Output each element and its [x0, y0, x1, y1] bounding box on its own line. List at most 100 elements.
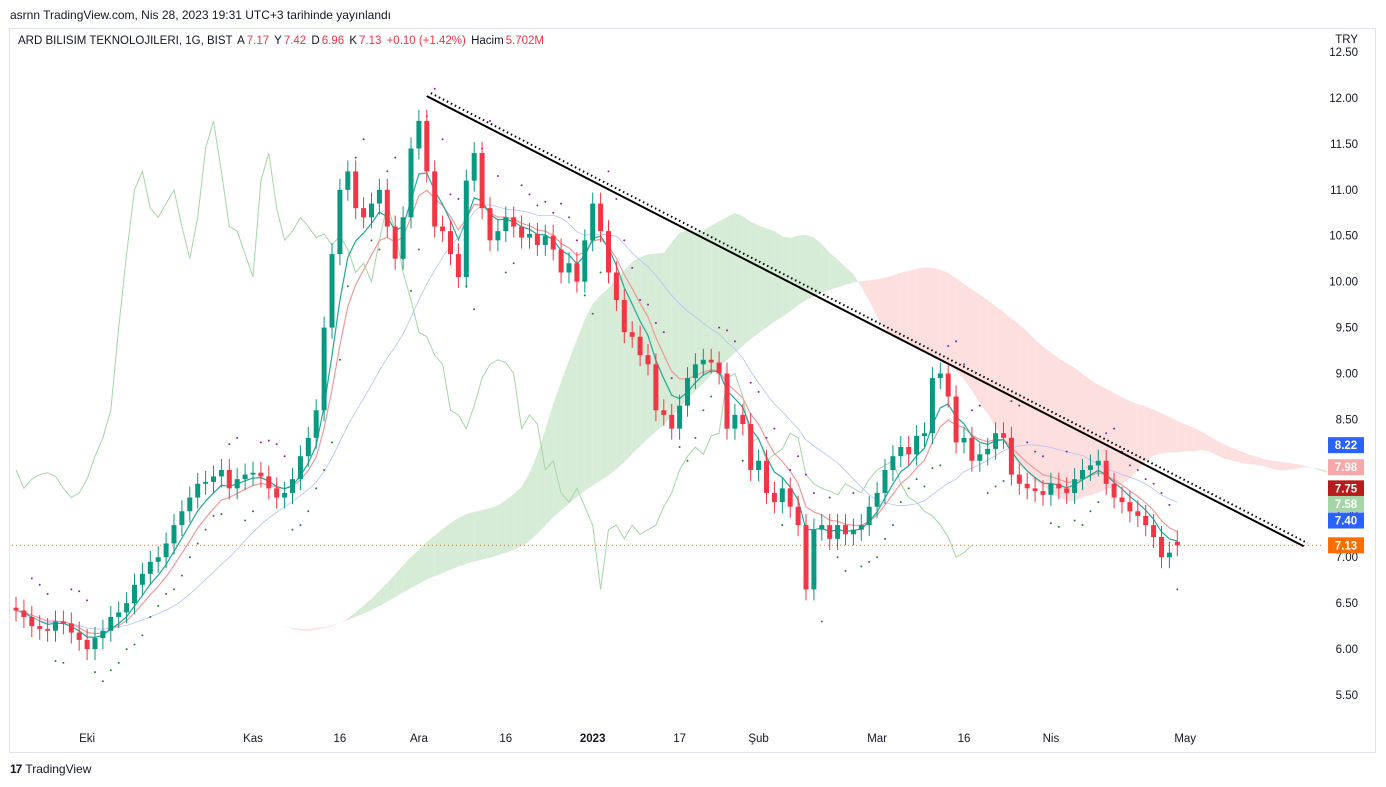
candle-body[interactable]: [290, 479, 295, 493]
trendline[interactable]: [426, 95, 1305, 548]
candle-body[interactable]: [850, 529, 856, 535]
candle-body[interactable]: [384, 189, 390, 227]
candle-body[interactable]: [448, 231, 453, 255]
candle-body[interactable]: [1143, 515, 1149, 526]
candle-body[interactable]: [1072, 479, 1078, 493]
candle-body[interactable]: [566, 263, 572, 273]
candle-body[interactable]: [1174, 541, 1180, 546]
candle-body[interactable]: [874, 492, 880, 507]
candle-body[interactable]: [218, 469, 224, 477]
candle-body[interactable]: [993, 433, 999, 449]
candle-body[interactable]: [1119, 497, 1125, 503]
candle-body[interactable]: [329, 254, 335, 328]
candle-body[interactable]: [400, 217, 406, 259]
candle-body[interactable]: [985, 448, 991, 455]
candle-body[interactable]: [179, 511, 185, 526]
candle-body[interactable]: [858, 525, 864, 530]
candle-body[interactable]: [21, 610, 27, 617]
candle-body[interactable]: [574, 263, 580, 282]
candle-body[interactable]: [922, 433, 927, 436]
candle-body[interactable]: [1087, 465, 1093, 470]
candle-body[interactable]: [843, 525, 848, 535]
candle-body[interactable]: [898, 447, 904, 457]
candle-body[interactable]: [408, 148, 414, 218]
candle-body[interactable]: [471, 153, 477, 181]
candle-body[interactable]: [732, 414, 738, 429]
candle-body[interactable]: [313, 410, 319, 438]
candle-body[interactable]: [914, 435, 920, 455]
candle-body[interactable]: [139, 573, 145, 585]
candle-body[interactable]: [637, 336, 643, 356]
candle-body[interactable]: [550, 235, 556, 250]
candle-body[interactable]: [242, 474, 248, 480]
candle-body[interactable]: [827, 525, 833, 539]
candle-body[interactable]: [147, 561, 153, 574]
candle-body[interactable]: [45, 628, 51, 631]
candle-body[interactable]: [645, 355, 651, 365]
candle-body[interactable]: [503, 217, 509, 232]
candle-body[interactable]: [1048, 483, 1054, 495]
candle-body[interactable]: [961, 437, 967, 443]
candle-body[interactable]: [37, 626, 43, 629]
candle-body[interactable]: [977, 454, 983, 461]
candle-body[interactable]: [606, 231, 611, 273]
candle-body[interactable]: [787, 488, 793, 507]
candle-body[interactable]: [1032, 488, 1038, 492]
candle-body[interactable]: [108, 616, 114, 631]
candle-body[interactable]: [416, 120, 422, 149]
candle-body[interactable]: [13, 607, 19, 611]
candle-body[interactable]: [1151, 525, 1157, 538]
candle-body[interactable]: [53, 621, 58, 631]
candle-body[interactable]: [321, 327, 327, 411]
candle-body[interactable]: [432, 171, 438, 227]
candle-body[interactable]: [669, 414, 675, 429]
candle-body[interactable]: [1016, 474, 1022, 484]
candle-body[interactable]: [716, 362, 722, 374]
candle-body[interactable]: [692, 364, 698, 379]
candle-body[interactable]: [463, 180, 469, 278]
candle-body[interactable]: [1135, 511, 1141, 516]
candle-body[interactable]: [653, 364, 659, 411]
candle-body[interactable]: [542, 235, 548, 245]
candle-body[interactable]: [361, 208, 367, 218]
candle-body[interactable]: [155, 557, 161, 562]
candle-body[interactable]: [677, 405, 683, 429]
candle-body[interactable]: [226, 469, 232, 489]
candle-body[interactable]: [234, 479, 240, 489]
candle-body[interactable]: [511, 217, 517, 227]
candle-body[interactable]: [1024, 483, 1030, 489]
candle-body[interactable]: [527, 233, 532, 238]
candle-body[interactable]: [945, 373, 951, 397]
candle-body[interactable]: [1159, 537, 1164, 558]
candle-body[interactable]: [1040, 491, 1046, 495]
candle-body[interactable]: [487, 208, 493, 241]
candle-body[interactable]: [274, 488, 280, 498]
candle-body[interactable]: [1080, 469, 1085, 480]
candle-body[interactable]: [661, 410, 667, 415]
candle-body[interactable]: [258, 472, 264, 477]
candle-body[interactable]: [440, 226, 446, 232]
candle-body[interactable]: [211, 476, 216, 482]
candle-body[interactable]: [353, 171, 359, 209]
candle-body[interactable]: [424, 120, 430, 172]
candle-body[interactable]: [92, 638, 98, 650]
candle-body[interactable]: [116, 612, 122, 617]
candle-body[interactable]: [929, 378, 935, 434]
candle-body[interactable]: [392, 226, 398, 259]
candle-body[interactable]: [203, 481, 209, 484]
candle-body[interactable]: [187, 497, 193, 512]
candle-body[interactable]: [376, 189, 382, 204]
candle-body[interactable]: [171, 525, 177, 544]
candle-body[interactable]: [1064, 488, 1070, 493]
candle-body[interactable]: [756, 460, 762, 470]
symbol-name[interactable]: ARD BILISIM TEKNOLOJILERI, 1G, BIST: [18, 35, 233, 47]
candle-body[interactable]: [132, 584, 137, 604]
candle-body[interactable]: [724, 373, 730, 429]
candle-body[interactable]: [455, 254, 461, 278]
candle-body[interactable]: [953, 396, 959, 443]
candle-body[interactable]: [764, 460, 769, 493]
candle-body[interactable]: [1001, 433, 1006, 438]
candle-body[interactable]: [1095, 460, 1101, 466]
candle-body[interactable]: [1127, 502, 1133, 512]
